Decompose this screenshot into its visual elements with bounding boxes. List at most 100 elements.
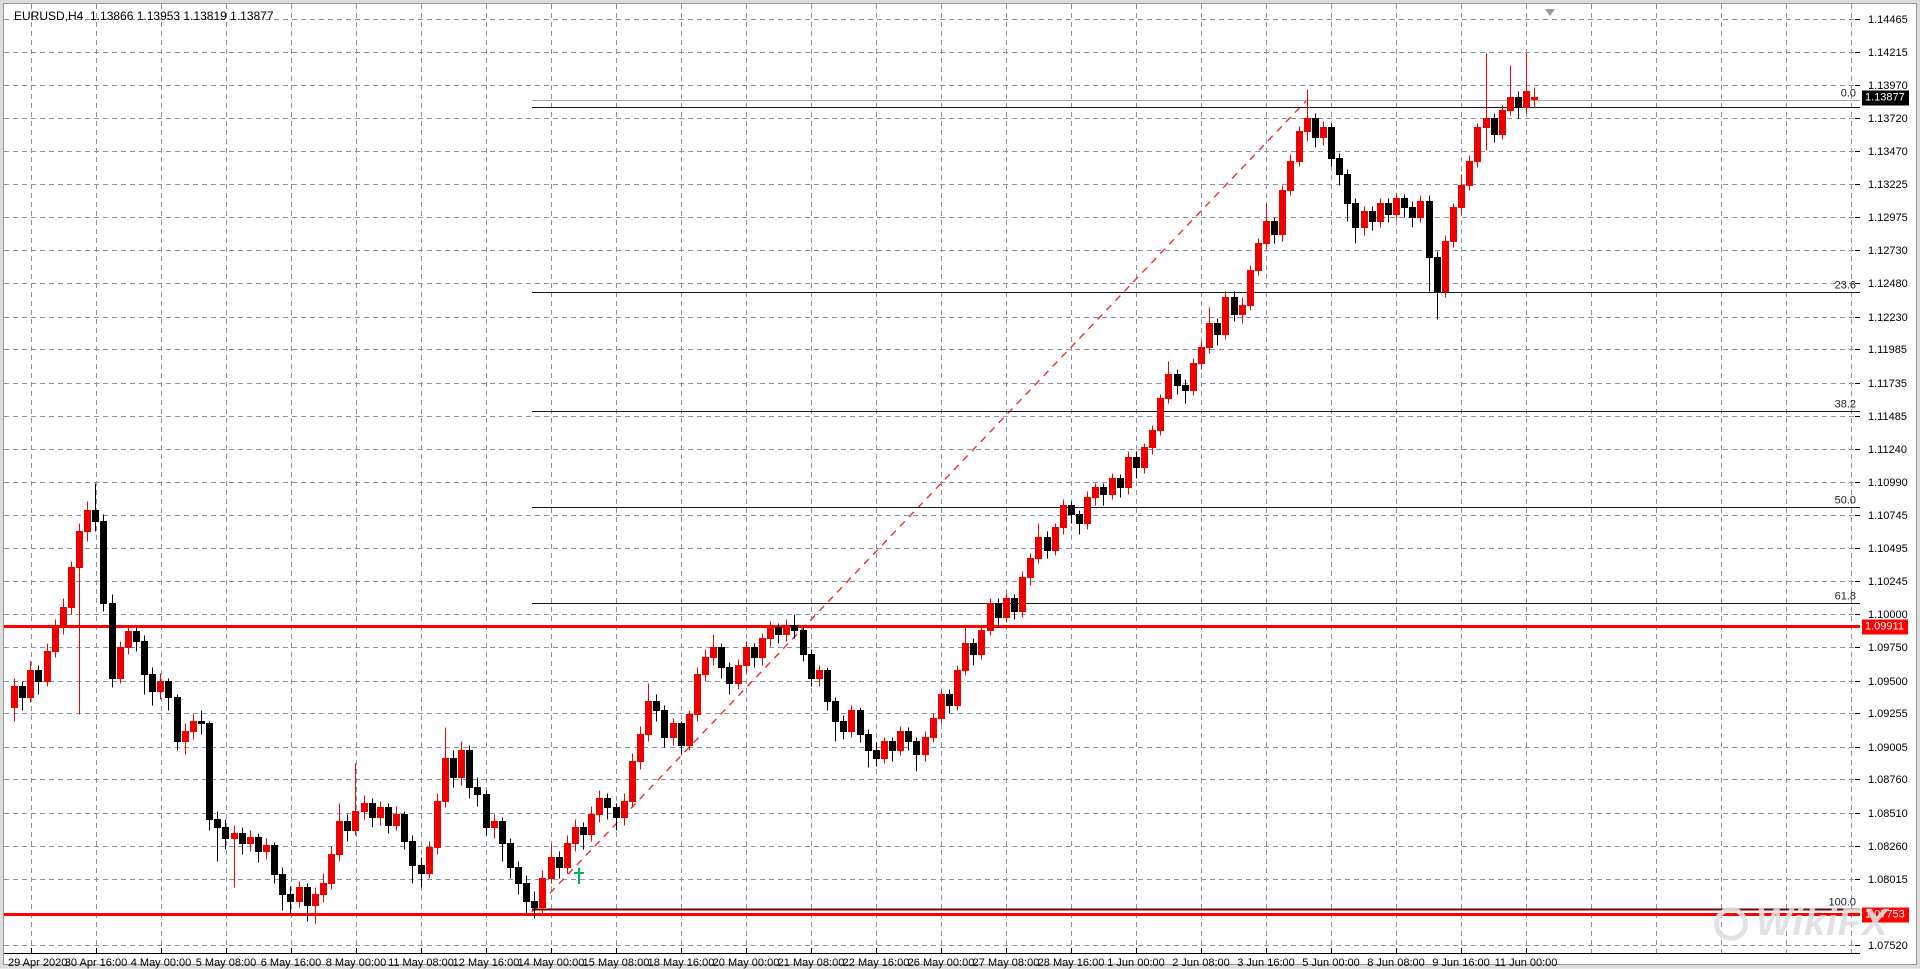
candle-body (1052, 527, 1059, 551)
candle-body (889, 741, 896, 751)
candle-body (474, 787, 481, 795)
candle-body (499, 821, 506, 844)
buy-signal-cross-icon (574, 868, 584, 884)
candle-body (1369, 211, 1376, 222)
candle-body (938, 694, 945, 719)
time-axis[interactable]: 29 Apr 2020 30 Apr 16:00 4 May 00:00 5 May … (4, 955, 1918, 969)
candle-body (1417, 201, 1424, 218)
candle-body (27, 670, 34, 698)
candle-body (1320, 127, 1327, 138)
candle-body (556, 857, 563, 868)
candle-body (1328, 127, 1335, 159)
time-axis-label: 22 May 16:00 (842, 957, 910, 969)
candlestick-plot[interactable]: 0.0 23.6 38.2 50.0 61.8 100.0 (4, 4, 1860, 954)
price-axis-label: 1.12230 (1868, 311, 1908, 324)
candle-body (1344, 174, 1351, 204)
candle-body (751, 647, 758, 658)
fibonacci-base-trendline[interactable] (531, 100, 1307, 913)
candle-body (1125, 457, 1132, 488)
fib-level-label-0.0: 0.0 (1841, 88, 1856, 100)
candle-body (1027, 558, 1034, 578)
candle-body (970, 643, 977, 655)
price-axis-label: 1.11735 (1868, 377, 1907, 390)
candle-body (1198, 347, 1205, 364)
candle-body (133, 631, 140, 642)
candle-body (44, 651, 51, 682)
candle-body (548, 857, 555, 879)
candle-body (442, 758, 449, 802)
time-axis-label: 26 May 00:00 (907, 957, 975, 969)
candle-body (401, 814, 408, 842)
candle-body (791, 625, 798, 631)
candle-body (1466, 161, 1473, 186)
candle-body (1222, 297, 1229, 335)
candle-body (1092, 487, 1099, 498)
time-axis-label: 21 May 08:00 (777, 957, 845, 969)
candle-body (621, 801, 628, 818)
candle-body (637, 734, 644, 762)
candle-body (239, 833, 246, 844)
candle-body (393, 814, 400, 826)
candle-body (141, 641, 148, 675)
price-axis[interactable]: 1.14465 1.14215 1.13970 1.13720 1.13470 1.132… (1861, 4, 1918, 953)
candle-body (1109, 478, 1116, 495)
candle-body (702, 657, 709, 675)
price-axis-label: 1.10495 (1868, 542, 1908, 555)
candle-body (304, 887, 311, 906)
candle-body (783, 625, 790, 635)
candle-body (987, 603, 994, 631)
candle-body (287, 894, 294, 902)
candle-body (1190, 363, 1197, 391)
candle-body (1491, 118, 1498, 135)
alert-price-tag: 1.07753 (1862, 907, 1909, 922)
candle-body (1426, 201, 1433, 258)
chart-shift-marker-icon[interactable] (1545, 9, 1555, 16)
candle-body (76, 531, 83, 568)
time-axis-label: 8 May 00:00 (325, 957, 387, 969)
candle-body (1117, 478, 1124, 488)
candle-body (271, 845, 278, 875)
candle-body (1385, 203, 1392, 215)
candle-body (190, 721, 197, 732)
symbol-ohlc-title: EURUSD,H4 1.13866 1.13953 1.13819 1.1387… (14, 9, 274, 23)
time-axis-label: 8 Jun 08:00 (1367, 957, 1425, 969)
candle-body (450, 758, 457, 778)
candle-body (726, 667, 733, 684)
candle-body (1239, 305, 1246, 315)
price-axis-label: 1.11985 (1868, 343, 1907, 356)
price-axis-label: 1.13470 (1868, 145, 1908, 158)
candle-body (848, 710, 855, 732)
candle-body (1263, 221, 1270, 244)
candle-body (1019, 577, 1026, 612)
candle-body (1149, 430, 1156, 448)
time-axis-label: 6 May 16:00 (260, 957, 322, 969)
candle-body (686, 714, 693, 746)
price-axis-label: 1.14215 (1868, 46, 1908, 59)
candle-body (873, 750, 880, 759)
candle-body (328, 854, 335, 884)
candle-body (231, 833, 238, 839)
candle-body (426, 847, 433, 874)
candle-body (434, 801, 441, 848)
candle-body (182, 731, 189, 742)
candle-body (377, 807, 384, 818)
price-axis-label: 1.09005 (1868, 741, 1908, 754)
time-axis-label: 27 May 08:00 (972, 957, 1040, 969)
candle-body (214, 819, 221, 828)
candle-body (1531, 97, 1538, 100)
candle-body (263, 845, 270, 852)
candle-body (52, 627, 59, 652)
grid (4, 4, 1860, 953)
candle-body (531, 901, 538, 908)
candle-body (978, 630, 985, 655)
time-axis-label: 15 May 08:00 (582, 957, 650, 969)
candle-body (515, 867, 522, 884)
chart-window[interactable]: 0.0 23.6 38.2 50.0 61.8 100.0 EURUSD,H4 1.138… (3, 3, 1918, 969)
candle-body (913, 741, 920, 755)
price-axis-label: 1.09750 (1868, 641, 1908, 654)
candle-body (995, 603, 1002, 618)
candle-body (1474, 127, 1481, 162)
candle-body (165, 681, 172, 698)
candle-body (1523, 91, 1530, 108)
time-axis-label: 5 May 08:00 (195, 957, 257, 969)
